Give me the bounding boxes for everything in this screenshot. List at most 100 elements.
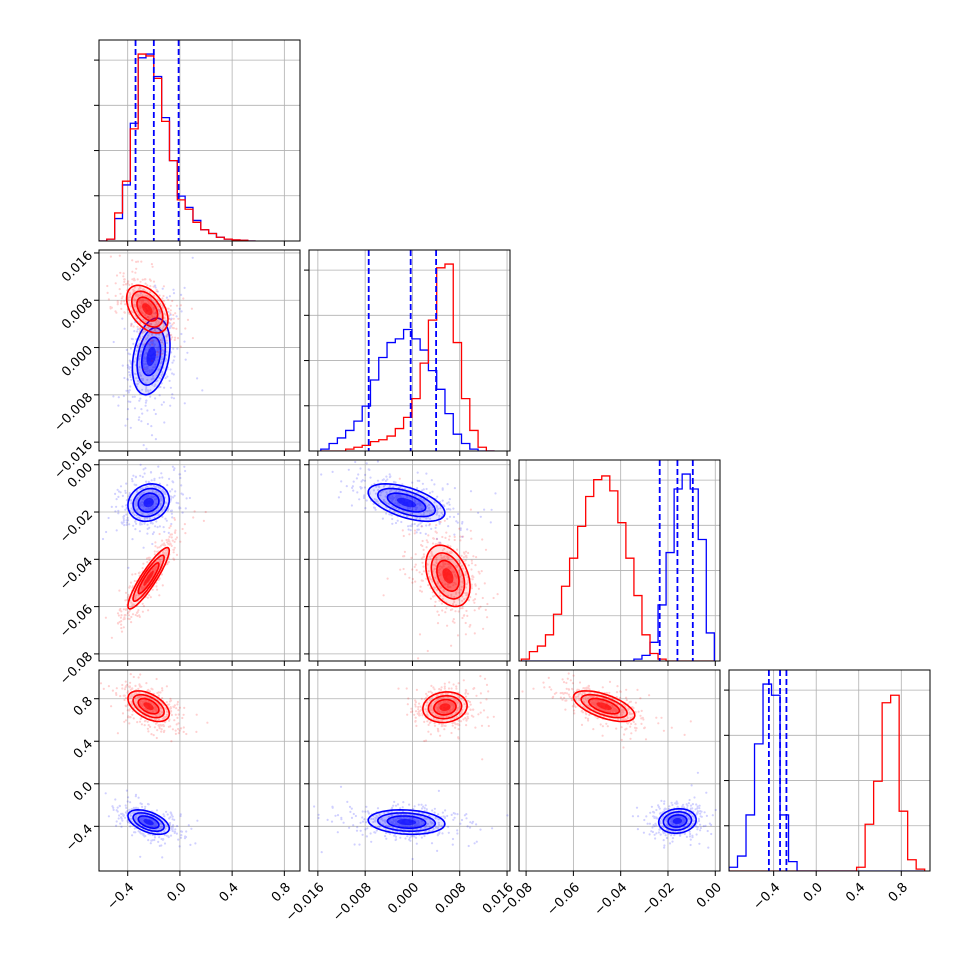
sample-point: [153, 477, 156, 480]
sample-point: [420, 590, 423, 593]
sample-point: [123, 720, 126, 723]
sample-point: [180, 332, 183, 336]
sample-point: [450, 703, 453, 706]
sample-point: [142, 331, 145, 334]
sample-point: [464, 691, 467, 694]
sample-point: [679, 816, 682, 819]
sample-point: [142, 359, 145, 363]
sample-point: [178, 845, 181, 848]
sample-point: [438, 687, 441, 691]
sample-point: [139, 502, 142, 505]
sample-point: [157, 718, 160, 721]
sample-point: [452, 703, 455, 707]
sample-point: [421, 812, 424, 815]
sample-point: [171, 323, 174, 326]
sample-point: [132, 717, 135, 720]
sample-point: [710, 823, 713, 827]
sample-point: [418, 479, 421, 482]
sample-point: [163, 312, 166, 315]
sample-point: [458, 724, 461, 727]
sample-point: [454, 575, 457, 578]
sample-point: [425, 817, 428, 821]
sample-point: [146, 485, 149, 488]
sample-point: [455, 687, 458, 690]
sample-point: [482, 627, 485, 630]
sample-point: [439, 702, 442, 705]
sample-point: [665, 817, 668, 820]
sample-point: [124, 704, 127, 707]
sample-point: [432, 537, 435, 540]
contour-line-blue: [657, 808, 697, 835]
sample-point: [158, 294, 161, 297]
sample-point: [436, 707, 439, 710]
sample-point: [155, 714, 158, 717]
sample-point: [127, 371, 131, 374]
sample-point: [136, 490, 139, 493]
sample-point: [173, 355, 176, 358]
sample-point: [156, 349, 159, 352]
sample-point: [161, 697, 164, 700]
sample-point: [688, 811, 692, 815]
sample-point: [391, 821, 394, 824]
pair-panel-3-2: [514, 669, 721, 876]
sample-point: [459, 822, 462, 825]
contour-line-red: [132, 693, 165, 719]
sample-point: [154, 366, 157, 369]
sample-point: [117, 817, 120, 820]
sample-point: [442, 711, 445, 714]
sample-point: [143, 522, 146, 525]
sample-point: [167, 836, 170, 839]
sample-point: [150, 495, 153, 499]
sample-point: [445, 531, 448, 534]
sample-point: [435, 561, 438, 564]
sample-point: [465, 718, 468, 721]
sample-point: [139, 280, 142, 283]
sample-point: [423, 499, 426, 502]
sample-point: [152, 316, 155, 319]
sample-point: [704, 824, 707, 827]
sample-point: [123, 280, 126, 283]
sample-point: [464, 592, 467, 595]
sample-point: [135, 317, 138, 320]
sample-point: [359, 821, 362, 824]
sample-point: [112, 808, 115, 812]
sample-point: [635, 806, 639, 809]
sample-point: [140, 487, 143, 490]
sample-point: [175, 723, 178, 726]
sample-point: [451, 608, 454, 611]
sample-point: [378, 813, 381, 817]
sample-point: [140, 300, 143, 303]
sample-point: [437, 730, 440, 733]
sample-point: [434, 600, 437, 603]
sample-point: [160, 353, 163, 356]
density-fill-blue: [397, 497, 417, 508]
sample-point: [135, 514, 138, 517]
sample-point: [163, 317, 166, 320]
sample-point: [164, 313, 167, 316]
contour-line-red: [422, 691, 468, 724]
sample-point: [163, 553, 166, 556]
sample-point: [149, 285, 152, 288]
sample-point: [166, 710, 169, 713]
sample-point: [376, 807, 380, 810]
sample-point: [443, 685, 446, 688]
sample-point: [171, 372, 174, 375]
sample-point: [474, 593, 478, 596]
sample-point: [457, 728, 460, 731]
sample-point: [138, 696, 141, 699]
sample-point: [150, 263, 153, 266]
sample-point: [675, 800, 678, 803]
sample-point: [159, 349, 162, 353]
sample-point: [150, 378, 153, 381]
sample-point: [161, 358, 164, 361]
sample-point: [141, 704, 144, 708]
panel-content: [309, 460, 510, 661]
sample-point: [428, 524, 431, 527]
sample-point: [340, 818, 343, 821]
sample-point: [472, 576, 475, 579]
sample-point: [417, 523, 420, 526]
sample-point: [410, 817, 413, 821]
sample-point: [421, 714, 424, 717]
sample-point: [438, 565, 442, 568]
sample-point: [139, 292, 142, 295]
